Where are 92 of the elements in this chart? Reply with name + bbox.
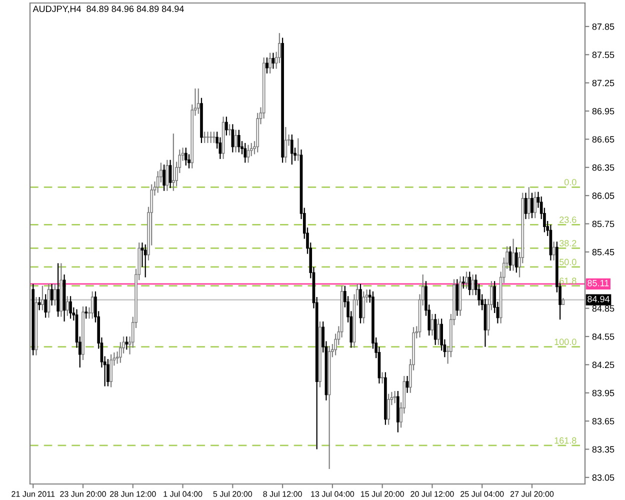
- x-tick-label: 28 Jun 12:00: [110, 491, 156, 497]
- candlestick: [168, 159, 172, 189]
- y-tick-label: 86.65: [592, 136, 614, 143]
- candlestick: [393, 390, 396, 404]
- y-tick-label: 87.25: [592, 80, 614, 86]
- ref-line-label: 85.11: [588, 280, 609, 286]
- candlestick: [225, 116, 228, 136]
- chart-title: AUDJPY,H4 84.89 84.96 84.89 84.94: [32, 6, 184, 14]
- candlestick: [47, 283, 50, 318]
- candlestick: [50, 283, 54, 306]
- x-tick-label: 20 Jul 12:00: [410, 490, 454, 497]
- candlestick: [527, 186, 530, 220]
- annotation: 61.8: [560, 278, 576, 284]
- candlestick: [514, 246, 518, 274]
- candlestick: [406, 375, 409, 394]
- y-tick-label: 87.55: [592, 52, 614, 58]
- candlestick: [54, 283, 56, 306]
- x-tick-label: 5 Jul 20:00: [213, 490, 252, 497]
- x-tick-label: 27 Jul 20:00: [510, 490, 554, 497]
- x-tick-label: 23 Jun 20:00: [60, 491, 106, 497]
- candlestick: [266, 56, 268, 74]
- candlestick: [237, 129, 240, 153]
- y-tick-label: 84.55: [592, 333, 614, 340]
- candlestick: [203, 131, 206, 144]
- candlestick: [268, 52, 272, 74]
- y-tick-label: 84.85: [592, 305, 614, 312]
- annotation: 23.6: [560, 216, 576, 223]
- candlestick: [56, 262, 60, 318]
- candlestick: [465, 271, 468, 290]
- y-tick-label: 86.35: [592, 164, 614, 171]
- annotation: 0.0: [564, 178, 576, 186]
- candlestick: [228, 124, 231, 136]
- candlestick: [172, 133, 175, 192]
- candlestick: [69, 296, 72, 320]
- candlestick: [110, 354, 112, 388]
- x-tick-label: 1 Jul 04:00: [164, 490, 202, 497]
- annotation: 38.2: [559, 240, 576, 246]
- candlestick: [125, 336, 128, 350]
- y-tick-label: 86.95: [592, 108, 614, 114]
- candlestick: [244, 142, 247, 164]
- y-tick-label: 83.95: [592, 390, 614, 396]
- candlestick: [290, 134, 294, 166]
- annotation: 50.0: [559, 258, 576, 266]
- candlestick: [212, 131, 216, 144]
- candlestick: [66, 296, 69, 316]
- y-tick-label: 83.65: [592, 418, 614, 424]
- x-tick-label: 25 Jul 04:00: [460, 490, 504, 497]
- candlestick: [196, 88, 200, 114]
- candlestick: [272, 52, 275, 70]
- candlestick: [90, 290, 94, 320]
- annotation: 100.0: [554, 338, 576, 346]
- candlestick: [508, 246, 512, 272]
- candlestick: [462, 276, 465, 290]
- candlestick: [44, 294, 48, 318]
- candlestick: [41, 285, 44, 311]
- candlestick: [430, 313, 434, 336]
- candlestick: [234, 129, 238, 153]
- candlestick: [84, 306, 88, 320]
- annotation: 161.8: [554, 437, 576, 444]
- x-tick-label: 15 Jul 20:00: [361, 490, 404, 497]
- candlestick: [380, 372, 384, 384]
- candlestick: [524, 192, 528, 220]
- candlestick: [387, 393, 390, 426]
- candlestick: [468, 271, 472, 296]
- y-tick-label: 83.05: [592, 474, 614, 481]
- candlestick: [434, 313, 437, 346]
- candlestick: [144, 244, 147, 278]
- y-tick-label: 85.75: [592, 220, 614, 228]
- candlestick: [106, 358, 110, 387]
- candlestick: [362, 290, 366, 324]
- candlestick: [471, 274, 474, 296]
- candlestick: [38, 296, 41, 311]
- x-tick-label: 21 Jun 2011: [12, 491, 55, 497]
- candlestick: [246, 144, 250, 164]
- candlestick: [534, 191, 537, 219]
- y-tick-label: 83.35: [592, 446, 614, 453]
- x-tick-label: 8 Jul 12:00: [263, 490, 302, 497]
- candlestick: [437, 318, 440, 346]
- candlestick: [296, 138, 300, 162]
- candlestick: [162, 164, 166, 192]
- candlestick: [284, 126, 288, 164]
- x-tick-label: 13 Jul 04:00: [311, 490, 354, 497]
- candlestick: [209, 131, 212, 144]
- y-tick-label: 84.25: [592, 362, 614, 368]
- candlestick: [512, 238, 515, 272]
- candlestick: [530, 192, 534, 219]
- candlestick: [206, 131, 210, 144]
- y-tick-label: 86.05: [592, 192, 614, 199]
- candlestick: [184, 147, 188, 166]
- y-tick-label: 85.45: [592, 248, 614, 256]
- y-tick-label: 87.85: [592, 23, 614, 30]
- ref-line-label: 84.94: [588, 296, 610, 302]
